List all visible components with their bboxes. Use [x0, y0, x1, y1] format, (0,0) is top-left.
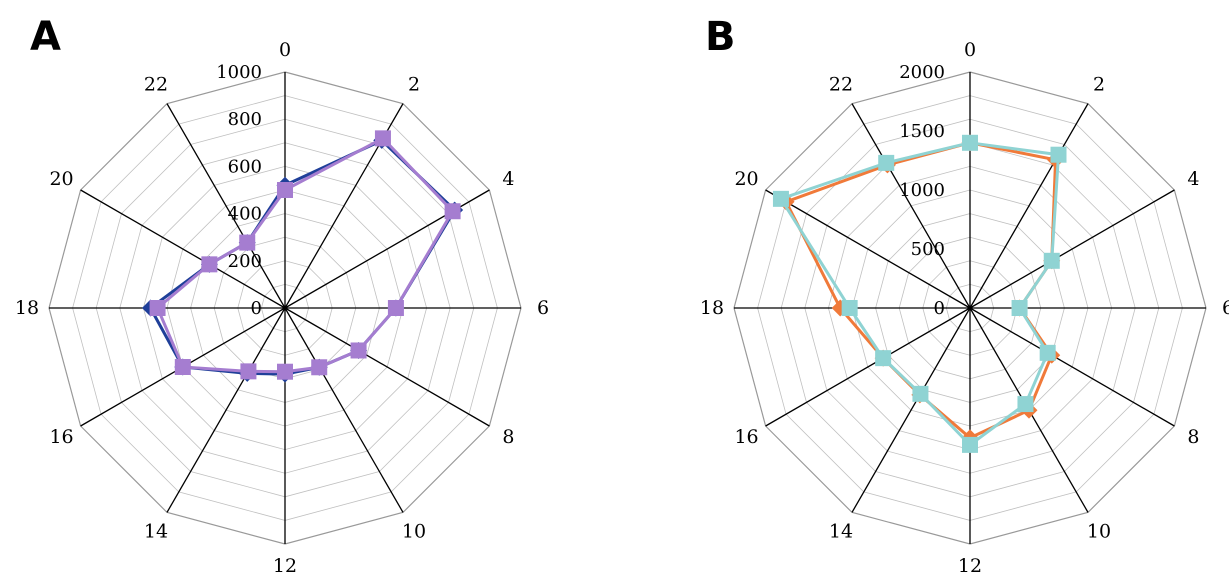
data-point [240, 363, 257, 380]
data-point [277, 182, 293, 198]
data-point [1017, 396, 1034, 413]
data-point [387, 300, 404, 316]
data-point [878, 154, 895, 171]
data-point [841, 300, 858, 316]
data-point [1050, 146, 1067, 163]
series-2 [149, 130, 461, 380]
category-label: 18 [15, 297, 39, 319]
data-point [962, 436, 978, 453]
category-label: 0 [964, 39, 976, 61]
data-point [174, 359, 191, 375]
category-label: 22 [144, 74, 168, 96]
axis-spoke [969, 307, 1175, 427]
panel-letter: B [705, 14, 736, 60]
category-label: 18 [700, 297, 724, 319]
category-label: 16 [734, 426, 758, 448]
series-2 [772, 134, 1067, 453]
tick-label: 500 [911, 239, 945, 260]
data-point [201, 256, 218, 273]
category-label: 20 [49, 168, 73, 190]
axis-spoke [851, 307, 971, 513]
data-point [1039, 344, 1056, 361]
axis-spoke [851, 103, 971, 309]
radar-panel-a: A 0 2 4 6 8 10 12 14 16 18 20 22 0 200 400 600 800 1000 [15, 14, 549, 577]
axis-spoke [166, 103, 286, 309]
category-label: 22 [829, 74, 853, 96]
tick-label: 1000 [216, 62, 262, 83]
category-label: 2 [1093, 74, 1105, 96]
category-label: 10 [1087, 520, 1111, 542]
category-label: 6 [1222, 297, 1229, 319]
category-label: 0 [279, 39, 291, 61]
data-point [374, 130, 391, 147]
category-label: 2 [408, 74, 420, 96]
data-point [444, 203, 461, 220]
tick-label: 400 [228, 204, 262, 225]
axis-spoke [166, 307, 286, 513]
category-label: 6 [537, 297, 549, 319]
data-point [149, 300, 166, 316]
data-point [277, 363, 293, 380]
category-label: 4 [502, 168, 514, 190]
data-point [772, 190, 789, 207]
panel-letter: A [30, 14, 61, 60]
data-point [912, 385, 929, 402]
axis-spoke [969, 103, 1089, 309]
category-label: 12 [958, 555, 982, 577]
axis-spoke [969, 189, 1175, 309]
category-label: 14 [829, 520, 853, 542]
category-label: 14 [144, 520, 168, 542]
data-point [875, 350, 892, 367]
category-label: 4 [1187, 168, 1199, 190]
tick-label: 800 [228, 109, 262, 130]
data-point [239, 234, 256, 251]
series-1 [141, 131, 464, 383]
tick-label: 2000 [899, 62, 945, 83]
axis-spoke [284, 307, 404, 513]
data-point [311, 359, 328, 376]
axis-spoke [284, 307, 490, 427]
axis-spoke [80, 189, 286, 309]
axis-spoke [765, 307, 971, 427]
tick-label: 0 [251, 298, 262, 319]
axis-spoke [765, 189, 971, 309]
category-label: 16 [49, 426, 73, 448]
data-point [1011, 300, 1028, 316]
radar-panel-b: B 0 2 4 6 8 10 12 14 16 18 20 22 0 500 1000 1500 2000 [700, 14, 1229, 577]
tick-label: 1500 [899, 121, 945, 142]
category-label: 8 [502, 426, 514, 448]
data-point [350, 342, 367, 359]
category-label: 8 [1187, 426, 1199, 448]
data-point [962, 134, 978, 151]
tick-label: 0 [934, 298, 945, 319]
tick-label: 600 [228, 156, 262, 177]
category-label: 12 [273, 555, 297, 577]
tick-label: 1000 [899, 180, 945, 201]
category-label: 10 [402, 520, 426, 542]
data-point [1043, 252, 1060, 269]
tick-label: 200 [228, 251, 262, 272]
category-label: 20 [734, 168, 758, 190]
